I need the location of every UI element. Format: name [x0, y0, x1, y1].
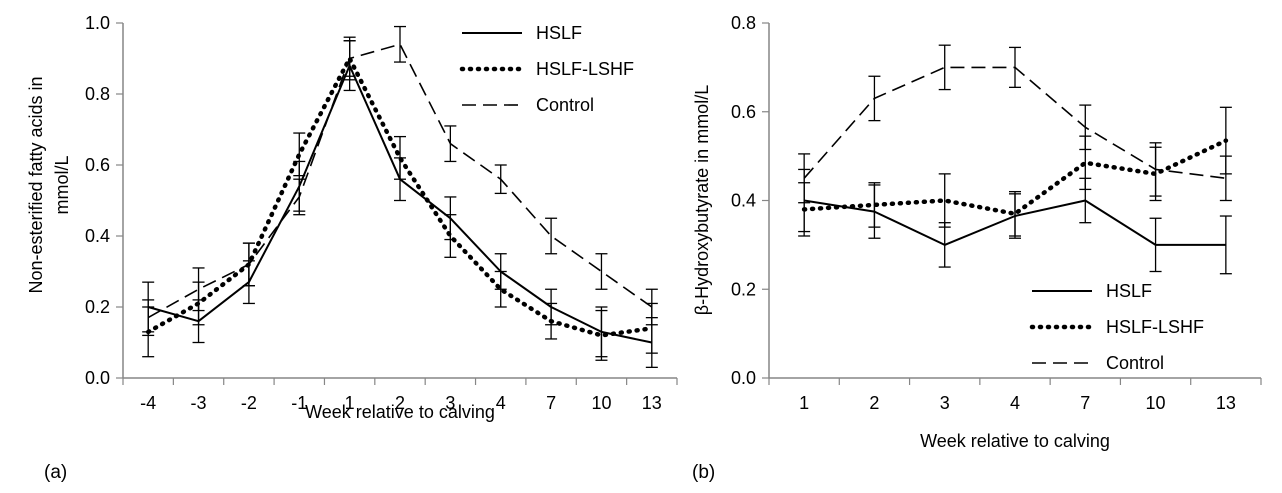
- bhb-y-tick-label: 0.4: [731, 191, 756, 211]
- nefa-axes: [122, 23, 677, 379]
- nefa-y-tick-label: 0.6: [85, 155, 110, 175]
- nefa-hslf-lshf-error-bar: [494, 270, 507, 308]
- nefa-control-error-bar: [645, 288, 658, 326]
- nefa-x-tick-label: -1: [291, 393, 307, 413]
- bhb-control-line: [803, 66, 1227, 180]
- nefa-y-tick-label: 1.0: [85, 13, 110, 33]
- nefa-x-tick-label: 4: [496, 393, 506, 413]
- nefa-ticks: 0.0 0.2 0.4 0.6 0.8 1.0 -4 -3 -2 -1 1 2 3 4 7 10 13: [85, 13, 678, 413]
- nefa-x-tick-label: -3: [191, 393, 207, 413]
- nefa-y-tick-label: 0.8: [85, 84, 110, 104]
- bhb-x-tick-label: 7: [1080, 393, 1090, 413]
- bhb-control-error-bar: [938, 44, 951, 91]
- bhb-series-layer: [798, 44, 1232, 275]
- nefa-y-tick-label: 0.0: [85, 368, 110, 388]
- bhb-y-axis-label: β-Hydroxybutyrate in mmol/L: [692, 85, 712, 315]
- bhb-ticks: 0.0 0.2 0.4 0.6 0.8 1 2 3 4 7 10 13: [731, 13, 1262, 413]
- nefa-x-tick-label: 7: [546, 393, 556, 413]
- bhb-x-tick-label: 3: [940, 393, 950, 413]
- nefa-hslf-lshf-line: [145, 56, 655, 338]
- panel-label-a: (a): [44, 462, 67, 483]
- bhb-y-tick-label: 0.2: [731, 279, 756, 299]
- nefa-legend-label-hslf: HSLF: [536, 23, 582, 43]
- nefa-control-error-bar: [595, 253, 608, 290]
- bhb-hslf-lshf-error-bar: [1009, 190, 1021, 237]
- nefa-x-tick-label: 13: [642, 393, 662, 413]
- nefa-control-error-bar: [545, 217, 558, 255]
- bhb-x-tick-label: 1: [799, 393, 809, 413]
- bhb-legend-label-hslf-lshf: HSLF-LSHF: [1106, 317, 1204, 337]
- bhb-x-tick-label: 13: [1216, 393, 1236, 413]
- nefa-x-tick-label: 2: [395, 393, 405, 413]
- nefa-hslf-lshf-error-bar: [595, 309, 608, 361]
- nefa-x-axis-label: Week relative to calving: [305, 402, 495, 422]
- nefa-legend-label-control: Control: [536, 95, 594, 115]
- nefa-control-error-bar: [142, 299, 155, 337]
- bhb-legend-label-hslf: HSLF: [1106, 281, 1152, 301]
- bhb-hslf-lshf-error-bar: [938, 173, 951, 228]
- nefa-x-tick-label: 10: [591, 393, 611, 413]
- nefa-control-error-bar: [192, 267, 205, 312]
- bhb-x-axis-label: Week relative to calving: [920, 431, 1110, 451]
- bhb-control-error-bar: [1219, 155, 1232, 202]
- nefa-control-line: [147, 43, 653, 319]
- bhb-y-tick-label: 0.0: [731, 368, 756, 388]
- bhb-y-tick-label: 0.6: [731, 102, 756, 122]
- nefa-y-tick-label: 0.2: [85, 297, 110, 317]
- nefa-series-layer: [142, 25, 658, 369]
- bhb-legend: HSLF HSLF-LSHF Control: [1029, 281, 1204, 373]
- nefa-legend: HSLF HSLF-LSHF Control: [459, 23, 634, 115]
- bhb-chart: 0.0 0.2 0.4 0.6 0.8 1 2 3 4 7 10 13 β-Hydroxybutyra…: [692, 13, 1262, 483]
- nefa-x-tick-label: -2: [241, 393, 257, 413]
- bhb-x-tick-label: 2: [869, 393, 879, 413]
- nefa-chart: 0.0 0.2 0.4 0.6 0.8 1.0 -4 -3 -2 -1 1 2 3 4 7 10 13 Non-…: [26, 13, 678, 483]
- bhb-y-tick-label: 0.8: [731, 13, 756, 33]
- nefa-x-tick-label: 3: [445, 393, 455, 413]
- panel-label-b: (b): [692, 462, 715, 483]
- nefa-y-axis-label-line1: Non-esterified fatty acids in: [26, 76, 46, 293]
- nefa-legend-label-hslf-lshf: HSLF-LSHF: [536, 59, 634, 79]
- nefa-control-error-bar: [394, 25, 406, 63]
- bhb-legend-label-control: Control: [1106, 353, 1164, 373]
- nefa-x-tick-label: -4: [140, 393, 156, 413]
- nefa-x-tick-label: 1: [345, 393, 355, 413]
- nefa-y-axis-label-line2: mmol/L: [52, 155, 72, 214]
- bhb-x-tick-label: 4: [1010, 393, 1020, 413]
- bhb-x-tick-label: 10: [1146, 393, 1166, 413]
- nefa-y-tick-label: 0.4: [85, 226, 110, 246]
